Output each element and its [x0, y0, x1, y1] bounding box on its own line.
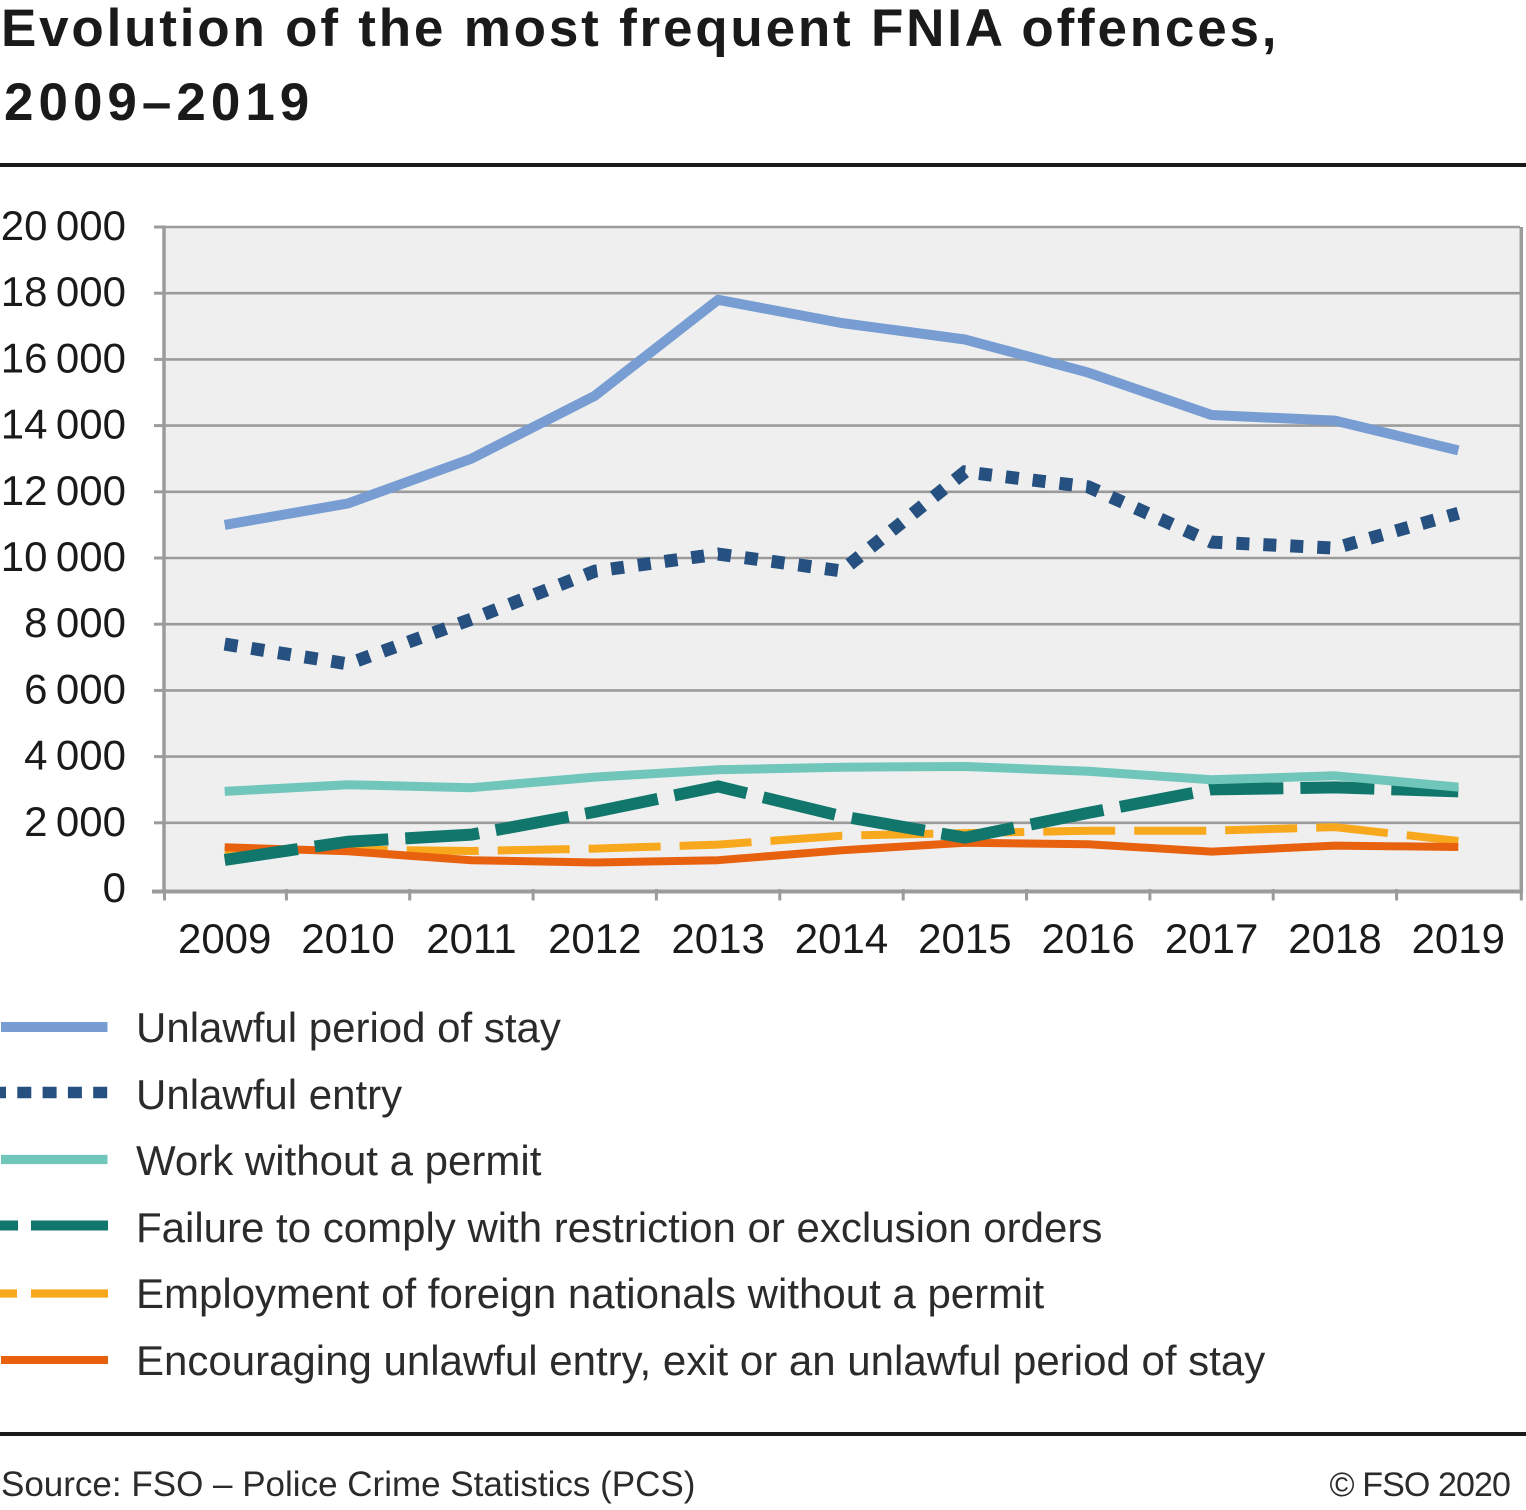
svg-text:14 000: 14 000: [1, 401, 126, 448]
svg-text:2 000: 2 000: [24, 798, 126, 845]
svg-text:10 000: 10 000: [1, 533, 126, 580]
svg-text:18 000: 18 000: [1, 268, 126, 315]
svg-text:2014: 2014: [795, 915, 888, 962]
svg-text:12 000: 12 000: [1, 467, 126, 514]
svg-text:2009: 2009: [178, 915, 271, 962]
svg-text:2011: 2011: [426, 915, 516, 962]
svg-text:2017: 2017: [1165, 915, 1258, 962]
svg-text:4 000: 4 000: [24, 732, 126, 779]
svg-text:2013: 2013: [671, 915, 764, 962]
svg-text:16 000: 16 000: [1, 334, 126, 381]
svg-text:2010: 2010: [301, 915, 394, 962]
svg-text:20 000: 20 000: [1, 202, 126, 249]
svg-text:2019: 2019: [1412, 915, 1505, 962]
svg-text:6 000: 6 000: [24, 665, 126, 712]
svg-text:2016: 2016: [1041, 915, 1134, 962]
svg-text:2018: 2018: [1288, 915, 1381, 962]
svg-text:2015: 2015: [918, 915, 1011, 962]
svg-text:0: 0: [103, 864, 126, 911]
svg-text:2012: 2012: [548, 915, 641, 962]
svg-text:8 000: 8 000: [24, 599, 126, 646]
